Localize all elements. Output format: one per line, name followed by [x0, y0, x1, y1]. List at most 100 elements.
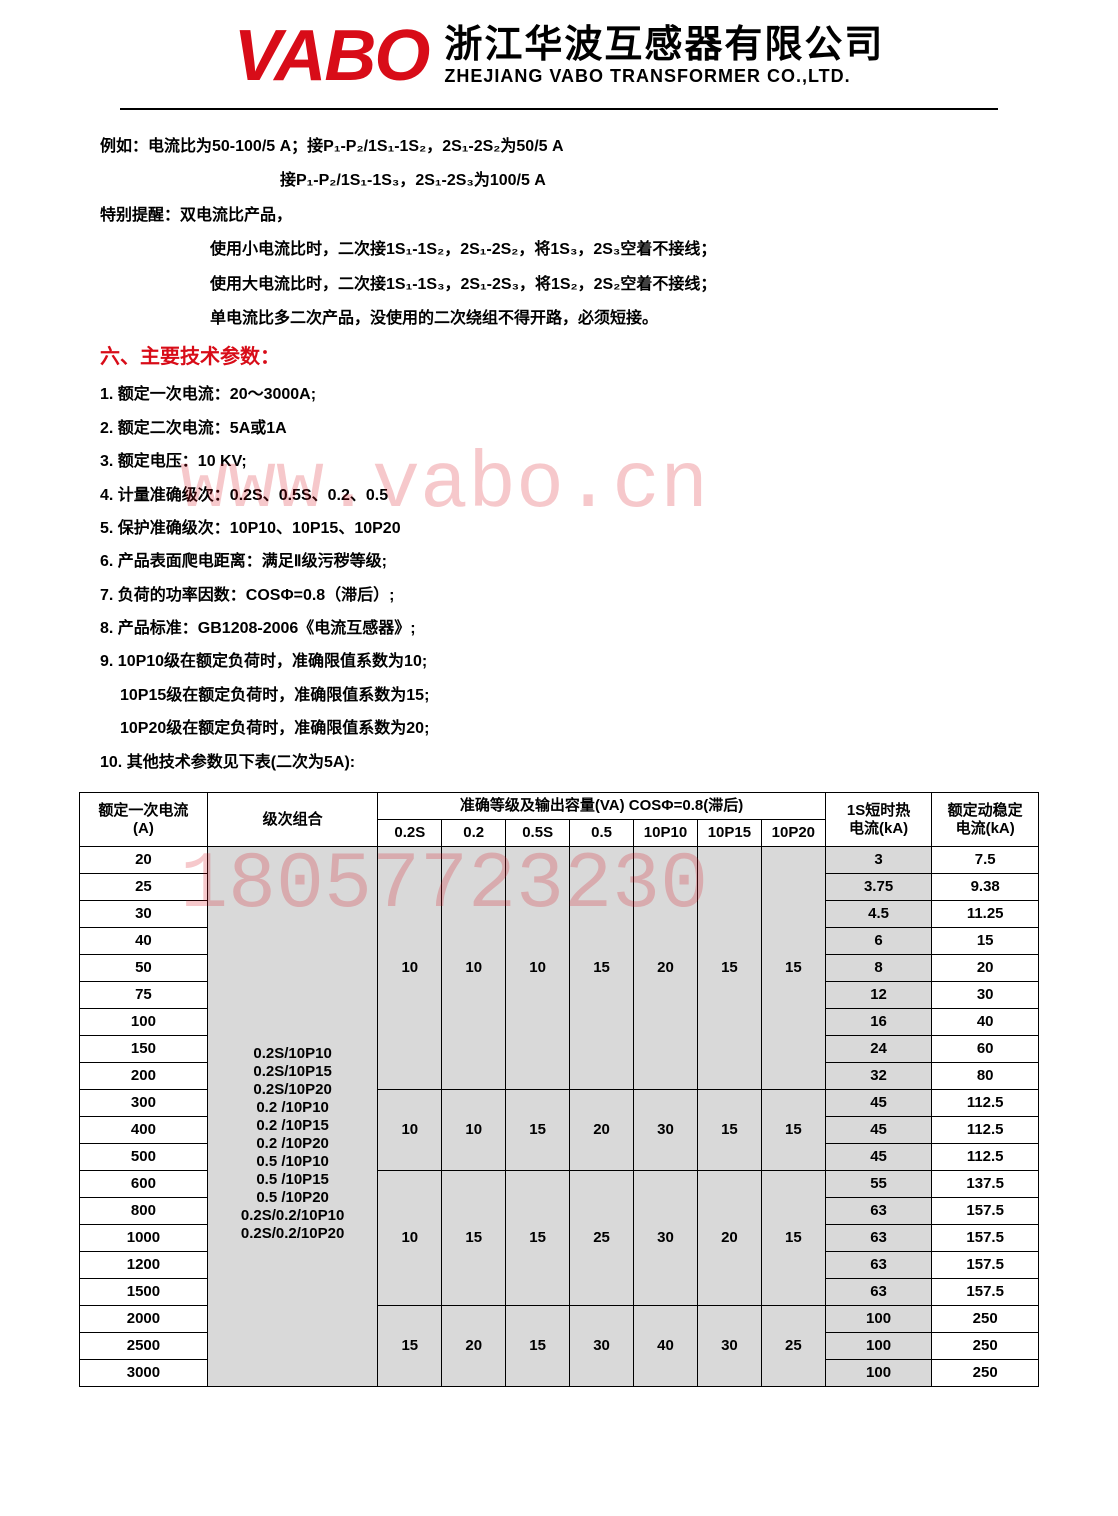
th-sub-3: 0.5 [570, 820, 634, 847]
table-cell: 1500 [80, 1279, 208, 1306]
table-cell: 32 [825, 1063, 932, 1090]
table-cell: 25 [80, 874, 208, 901]
th-sub-6: 10P20 [761, 820, 825, 847]
param-3: 3. 额定电压：10 KV; [100, 447, 1018, 477]
th-level: 级次组合 [207, 793, 377, 847]
table-row: 200.2S/10P100.2S/10P150.2S/10P200.2 /10P… [80, 847, 1039, 874]
table-cell: 45 [825, 1117, 932, 1144]
table-cell: 150 [80, 1036, 208, 1063]
header-divider [120, 108, 998, 110]
table-cell: 30 [932, 982, 1039, 1009]
table-cell: 15 [570, 847, 634, 1090]
table-cell: 4.5 [825, 901, 932, 928]
example-line-1: 例如：电流比为50-100/5 A；接P₁-P₂/1S₁-1S₂，2S₁-2S₂… [100, 132, 1018, 162]
th-sub-5: 10P15 [697, 820, 761, 847]
table-cell: 50 [80, 955, 208, 982]
table-cell: 6 [825, 928, 932, 955]
table-cell: 15 [697, 847, 761, 1090]
table-cell: 8 [825, 955, 932, 982]
reminder-title: 特别提醒：双电流比产品， [100, 201, 1018, 231]
example-line-2: 接P₁-P₂/1S₁-1S₃，2S₁-2S₃为100/5 A [100, 166, 1018, 196]
table-cell: 10 [442, 847, 506, 1090]
company-name-en: ZHEJIANG VABO TRANSFORMER CO.,LTD. [444, 66, 884, 87]
table-cell: 250 [932, 1360, 1039, 1387]
logo-block: VABO 浙江华波互感器有限公司 ZHEJIANG VABO TRANSFORM… [234, 20, 885, 92]
table-cell: 10 [378, 1171, 442, 1306]
logo-text: VABO [234, 20, 429, 92]
table-cell: 63 [825, 1225, 932, 1252]
th-short: 1S短时热电流(kA) [825, 793, 932, 847]
table-cell: 100 [825, 1360, 932, 1387]
table-cell: 75 [80, 982, 208, 1009]
table-cell: 250 [932, 1333, 1039, 1360]
param-5: 5. 保护准确级次：10P10、10P15、10P20 [100, 514, 1018, 544]
table-cell: 16 [825, 1009, 932, 1036]
section-6-title: 六、主要技术参数： [100, 338, 1018, 376]
table-cell: 24 [825, 1036, 932, 1063]
table-cell: 30 [697, 1306, 761, 1387]
table-cell: 3 [825, 847, 932, 874]
table-cell: 112.5 [932, 1117, 1039, 1144]
th-sub-2: 0.5S [506, 820, 570, 847]
table-cell: 3000 [80, 1360, 208, 1387]
th-dyn: 额定动稳定电流(kA) [932, 793, 1039, 847]
th-sub-0: 0.2S [378, 820, 442, 847]
table-cell: 20 [570, 1090, 634, 1171]
company-block: 浙江华波互感器有限公司 ZHEJIANG VABO TRANSFORMER CO… [444, 25, 884, 88]
level-combo-cell: 0.2S/10P100.2S/10P150.2S/10P200.2 /10P10… [207, 847, 377, 1387]
table-cell: 45 [825, 1144, 932, 1171]
table-cell: 20 [80, 847, 208, 874]
spec-table: 额定一次电流(A) 级次组合 准确等级及输出容量(VA) COSΦ=0.8(滞后… [79, 792, 1039, 1387]
param-1: 1. 额定一次电流：20～3000A; [100, 380, 1018, 410]
table-cell: 20 [634, 847, 698, 1090]
table-cell: 15 [761, 1090, 825, 1171]
reminder-line-2: 使用大电流比时，二次接1S₁-1S₃，2S₁-2S₃，将1S₂，2S₂空着不接线… [100, 270, 1018, 300]
table-cell: 40 [932, 1009, 1039, 1036]
table-cell: 15 [506, 1306, 570, 1387]
table-cell: 400 [80, 1117, 208, 1144]
parameter-list: 1. 额定一次电流：20～3000A; 2. 额定二次电流：5A或1A 3. 额… [100, 380, 1018, 778]
table-cell: 9.38 [932, 874, 1039, 901]
param-6: 6. 产品表面爬电距离：满足Ⅱ级污秽等级; [100, 547, 1018, 577]
table-cell: 137.5 [932, 1171, 1039, 1198]
table-cell: 15 [761, 1171, 825, 1306]
table-cell: 30 [634, 1171, 698, 1306]
table-cell: 100 [80, 1009, 208, 1036]
param-9a: 10P15级在额定负荷时，准确限值系数为15; [100, 681, 1018, 711]
table-cell: 40 [634, 1306, 698, 1387]
param-8: 8. 产品标准：GB1208-2006《电流互感器》; [100, 614, 1018, 644]
param-9: 9. 10P10级在额定负荷时，准确限值系数为10; [100, 647, 1018, 677]
table-cell: 157.5 [932, 1252, 1039, 1279]
table-cell: 10 [378, 847, 442, 1090]
table-cell: 112.5 [932, 1144, 1039, 1171]
table-cell: 80 [932, 1063, 1039, 1090]
company-name-cn: 浙江华波互感器有限公司 [444, 25, 884, 67]
table-cell: 30 [634, 1090, 698, 1171]
table-cell: 10 [506, 847, 570, 1090]
th-sub-4: 10P10 [634, 820, 698, 847]
table-cell: 157.5 [932, 1279, 1039, 1306]
table-cell: 300 [80, 1090, 208, 1117]
table-cell: 45 [825, 1090, 932, 1117]
table-cell: 15 [761, 847, 825, 1090]
table-cell: 3.75 [825, 874, 932, 901]
th-accuracy: 准确等级及输出容量(VA) COSΦ=0.8(滞后) [378, 793, 825, 820]
table-cell: 2000 [80, 1306, 208, 1333]
param-9b: 10P20级在额定负荷时，准确限值系数为20; [100, 714, 1018, 744]
table-cell: 15 [697, 1090, 761, 1171]
th-sub-1: 0.2 [442, 820, 506, 847]
param-2: 2. 额定二次电流：5A或1A [100, 414, 1018, 444]
table-cell: 63 [825, 1279, 932, 1306]
param-10: 10. 其他技术参数见下表(二次为5A): [100, 748, 1018, 778]
table-cell: 15 [378, 1306, 442, 1387]
table-cell: 112.5 [932, 1090, 1039, 1117]
table-cell: 25 [570, 1171, 634, 1306]
table-cell: 40 [80, 928, 208, 955]
reminder-line-1: 使用小电流比时，二次接1S₁-1S₂，2S₁-2S₂，将1S₃，2S₃空着不接线… [100, 235, 1018, 265]
body-content: 例如：电流比为50-100/5 A；接P₁-P₂/1S₁-1S₂，2S₁-2S₂… [0, 132, 1118, 778]
table-cell: 20 [442, 1306, 506, 1387]
table-cell: 15 [442, 1171, 506, 1306]
table-cell: 100 [825, 1306, 932, 1333]
table-cell: 63 [825, 1252, 932, 1279]
table-cell: 10 [378, 1090, 442, 1171]
